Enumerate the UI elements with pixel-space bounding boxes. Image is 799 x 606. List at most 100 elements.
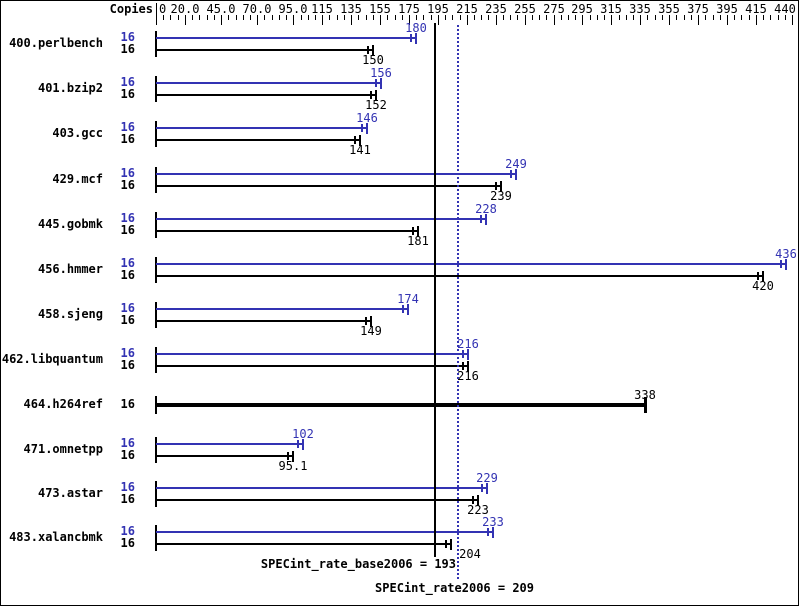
bar-end-tick [785,259,787,270]
bar-start-bracket [155,121,157,147]
bar-end-tick [370,316,372,327]
base-bar [156,94,376,96]
axis-minor-tick [691,15,692,20]
bar-run-marker [462,350,464,358]
axis-minor-tick [619,15,620,20]
benchmark-label: 403.gcc [52,126,103,140]
axis-minor-tick [662,15,663,20]
base-value-label: 181 [407,234,429,248]
bar-start-bracket [155,167,157,193]
copies-label: 16 [120,223,135,237]
bar-run-marker [370,91,372,99]
bar-run-marker [495,182,497,190]
axis-minor-tick [474,15,475,20]
base-value-label: 338 [634,388,656,402]
axis-minor-tick [778,15,779,20]
copies-label: 16 [120,178,135,192]
axis-origin-line [156,3,157,25]
base-bar [156,139,360,141]
benchmark-label: 445.gobmk [37,217,103,231]
bar-start-bracket [155,525,157,551]
axis-minor-tick [192,15,193,20]
base-value-label: 150 [362,53,384,67]
axis-major-tick [525,15,526,25]
copies-label: 16 [120,524,135,538]
base-bar [156,403,645,407]
axis-minor-tick [488,15,489,20]
copies-label: 16 [120,30,135,44]
bar-run-marker [481,484,483,492]
axis-minor-tick [749,15,750,20]
axis-minor-tick [546,15,547,20]
peak-bar [156,443,303,445]
bar-run-marker [757,272,759,280]
peak-bar [156,353,468,355]
bar-end-tick [375,90,377,101]
peak-mean-line [457,25,459,579]
axis-tick-label: 395 [716,2,738,16]
bar-end-tick [467,349,469,360]
axis-major-tick [611,15,612,25]
bar-run-marker [510,170,512,178]
copies-label: 16 [120,256,135,270]
base-mean-line [434,23,436,557]
bar-run-marker [287,452,289,460]
axis-minor-tick [763,15,764,20]
axis-major-tick [727,15,728,25]
peak-value-label: 436 [775,247,797,261]
copies-label: 16 [120,132,135,146]
axis-minor-tick [358,15,359,20]
bar-run-marker [365,317,367,325]
peak-value-label: 174 [397,292,419,306]
base-bar [156,455,293,457]
bar-start-bracket [155,481,157,507]
axis-minor-tick [647,15,648,20]
axis-minor-tick [770,15,771,20]
axis-tick-label: 0 [159,2,167,16]
bar-end-tick [302,439,304,450]
base-value-label: 141 [349,143,371,157]
benchmark-label: 471.omnetpp [23,442,103,456]
axis-minor-tick [575,15,576,20]
bar-start-bracket [155,212,157,238]
benchmark-label: 464.h264ref [23,397,103,411]
axis-tick-label: 155 [369,2,391,16]
axis-tick-label: 415 [745,2,767,16]
axis-minor-tick [655,15,656,20]
base-bar [156,543,451,545]
base-value-label: 95.1 [278,459,308,473]
axis-major-tick [640,15,641,25]
bar-end-tick [644,397,647,413]
axis-minor-tick [481,15,482,20]
bar-start-bracket [155,76,157,102]
base-bar [156,320,371,322]
base-value-label: 149 [360,324,382,338]
axis-minor-tick [423,15,424,20]
bar-end-tick [477,495,479,506]
peak-bar [156,487,487,489]
axis-tick-label: 295 [571,2,593,16]
bar-start-bracket [155,437,157,463]
axis-minor-tick [539,15,540,20]
axis-minor-tick [308,15,309,20]
benchmark-label: 473.astar [37,486,103,500]
axis-minor-tick [597,15,598,20]
axis-minor-tick [236,15,237,20]
axis-major-tick [293,15,294,25]
copies-label: 16 [120,87,135,101]
bar-run-marker [780,260,782,268]
bar-run-marker [402,305,404,313]
copies-label: 16 [120,211,135,225]
bar-end-tick [359,135,361,146]
benchmark-label: 400.perlbench [9,36,103,50]
axis-tick-label: 175 [398,2,420,16]
peak-value-label: 229 [476,471,498,485]
bar-run-marker [412,227,414,235]
benchmark-label: 401.bzip2 [37,81,103,95]
axis-minor-tick [416,15,417,20]
bar-end-tick [415,33,417,44]
axis-minor-tick [590,15,591,20]
axis-minor-tick [561,15,562,20]
peak-value-label: 146 [356,111,378,125]
axis-minor-tick [373,15,374,20]
